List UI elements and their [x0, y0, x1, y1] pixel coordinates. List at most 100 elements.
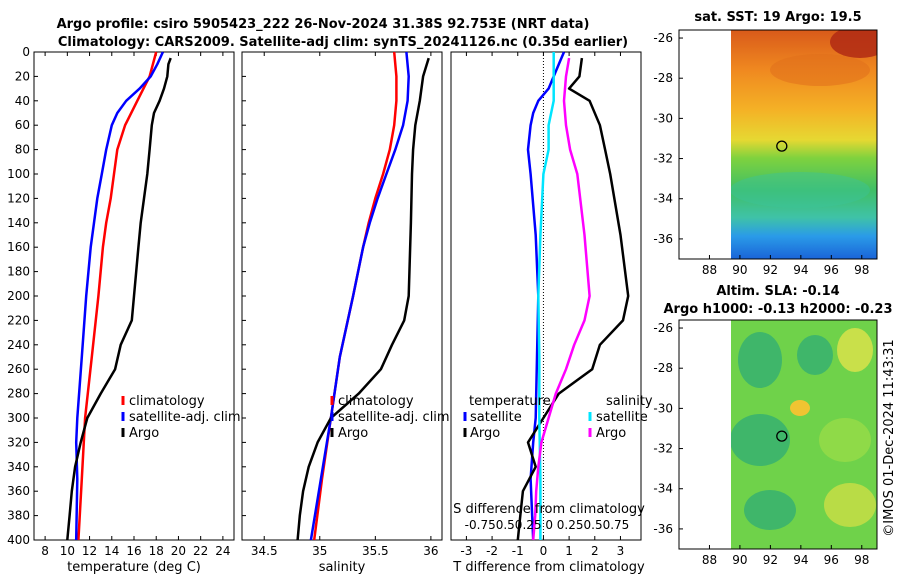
- map-x-tick-label: 98: [854, 263, 869, 277]
- sla-map-panel: Altim. SLA: -0.14 Argo h1000: -0.13 h200…: [653, 284, 892, 567]
- y-tick-label: 300: [7, 411, 30, 425]
- sla-high-a: [837, 328, 873, 372]
- temperature-series-argo: [66, 57, 172, 541]
- x-tick-label: 2: [591, 544, 599, 558]
- legend-climatology: climatology: [338, 394, 414, 409]
- x-tick-label: 3: [617, 544, 625, 558]
- sla-map-title2: Argo h1000: -0.13 h2000: -0.23: [663, 302, 892, 317]
- map-x-tick-label: 92: [763, 263, 778, 277]
- sst-map-ticks: 88 90 92 94 96 98 -26 -28 -30 -32 -34 -36: [653, 31, 869, 277]
- x-tick-label: -3: [460, 544, 472, 558]
- legend-t-argo: Argo: [470, 426, 500, 441]
- map-y-tick-label: -34: [653, 192, 673, 206]
- x-tick-label: 24: [215, 544, 230, 558]
- map-y-tick-label: -32: [653, 442, 673, 456]
- temperature-x-axis: 8 10 12 14 16 18 20 22 24: [41, 52, 231, 558]
- salinity-panel: 34.5 35 35.5 36 salinity climatology satell…: [241, 51, 455, 575]
- salinity-xlabel: salinity: [319, 560, 366, 575]
- temperature-series-satellite: [74, 51, 165, 541]
- map-y-tick-label: -28: [653, 71, 673, 85]
- difference-legend: temperature salinity satellite Argo sate…: [463, 394, 653, 441]
- map-x-tick-label: 94: [793, 553, 808, 567]
- sst-map-frame: [678, 29, 878, 260]
- x-tick-label: -2: [486, 544, 498, 558]
- diff-series-t-argo: [516, 57, 630, 541]
- y-tick-label: 60: [15, 118, 30, 132]
- sst-map-field: [731, 30, 877, 259]
- legend-satellite: satellite-adj. clim: [338, 410, 450, 425]
- x-tick-label: 12: [82, 544, 97, 558]
- sst-mid-band: [731, 172, 870, 208]
- salinity-lines: [296, 51, 430, 541]
- x-tick-label: 18: [149, 544, 164, 558]
- y-tick-label: 160: [7, 240, 30, 254]
- map-x-tick-label: 96: [824, 263, 839, 277]
- map-x-tick-label: 88: [702, 553, 717, 567]
- temperature-lines: [66, 51, 172, 541]
- salinity-series-satellite: [309, 51, 410, 541]
- salinity-legend: climatology satellite-adj. clim Argo: [330, 394, 450, 441]
- sla-map-ticks: 88 90 92 94 96 98 -26 -28 -30 -32 -34 -36: [653, 321, 869, 567]
- map-y-tick-label: -34: [653, 482, 673, 496]
- sla-low-a: [738, 332, 782, 388]
- y-tick-label: 180: [7, 265, 30, 279]
- depth-axis: 0 20 40 60 80 100 120 140 160 180 200 220 240 260 280 3…: [7, 45, 38, 547]
- difference-lines: [516, 51, 630, 541]
- sla-map-field: [731, 320, 877, 549]
- difference-xticks-top: -0.750.50.25 0 0.250.50.75: [465, 518, 630, 532]
- legend-salinity-title: salinity: [606, 394, 653, 409]
- figure-title-line2: Climatology: CARS2009. Satellite-adj cli…: [58, 35, 628, 50]
- salinity-series-argo: [296, 57, 430, 541]
- y-tick-label: 140: [7, 216, 30, 230]
- temperature-legend: climatology satellite-adj. clim Argo: [121, 394, 241, 441]
- legend-satellite: satellite-adj. clim: [129, 410, 241, 425]
- y-tick-label: 340: [7, 460, 30, 474]
- legend-t-satellite: satellite: [470, 410, 522, 425]
- map-x-tick-label: 90: [732, 263, 747, 277]
- x-tick-label: 35.5: [362, 544, 389, 558]
- y-tick-label: 260: [7, 362, 30, 376]
- x-tick-label: 34.5: [251, 544, 278, 558]
- sla-map-frame: [678, 319, 878, 550]
- map-x-tick-label: 92: [763, 553, 778, 567]
- x-tick-label: 20: [171, 544, 186, 558]
- y-tick-label: 40: [15, 94, 30, 108]
- y-tick-label: 80: [15, 143, 30, 157]
- diff-series-s-argo: [531, 57, 591, 541]
- y-tick-label: 120: [7, 191, 30, 205]
- x-tick-label: 0: [540, 544, 548, 558]
- y-tick-label: 200: [7, 289, 30, 303]
- y-tick-label: 320: [7, 435, 30, 449]
- sla-low-b: [797, 335, 833, 375]
- sst-map-title: sat. SST: 19 Argo: 19.5: [694, 10, 861, 25]
- sla-low-c: [731, 414, 790, 466]
- x-tick-label: 8: [41, 544, 49, 558]
- sla-mid-a: [819, 418, 871, 462]
- legend-s-satellite: satellite: [596, 410, 648, 425]
- temperature-xlabel: temperature (deg C): [67, 560, 201, 575]
- map-y-tick-label: -32: [653, 152, 673, 166]
- map-x-tick-label: 90: [732, 553, 747, 567]
- x-tick-label: 36: [423, 544, 438, 558]
- temperature-series-climatology: [77, 51, 158, 541]
- legend-argo: Argo: [129, 426, 159, 441]
- map-y-tick-label: -30: [653, 111, 673, 125]
- sla-low-d: [744, 490, 796, 530]
- legend-argo: Argo: [338, 426, 368, 441]
- x-tick-label: 1: [565, 544, 573, 558]
- difference-xlabel: T difference from climatology: [452, 560, 645, 575]
- y-tick-label: 380: [7, 509, 30, 523]
- sst-warm-band: [770, 54, 870, 86]
- map-y-tick-label: -30: [653, 401, 673, 415]
- map-y-tick-label: -26: [653, 31, 673, 45]
- sla-high-b: [790, 400, 810, 416]
- map-x-tick-label: 96: [824, 553, 839, 567]
- x-tick-label: 14: [104, 544, 119, 558]
- sla-argo-marker: [776, 430, 788, 442]
- x-tick-label: 35: [312, 544, 327, 558]
- difference-panel: -3 -2 -1 0 1 2 3 S difference from climatology…: [450, 51, 653, 575]
- sla-map-title1: Altim. SLA: -0.14: [716, 284, 839, 299]
- sla-high-c: [824, 483, 876, 527]
- map-x-tick-label: 94: [793, 263, 808, 277]
